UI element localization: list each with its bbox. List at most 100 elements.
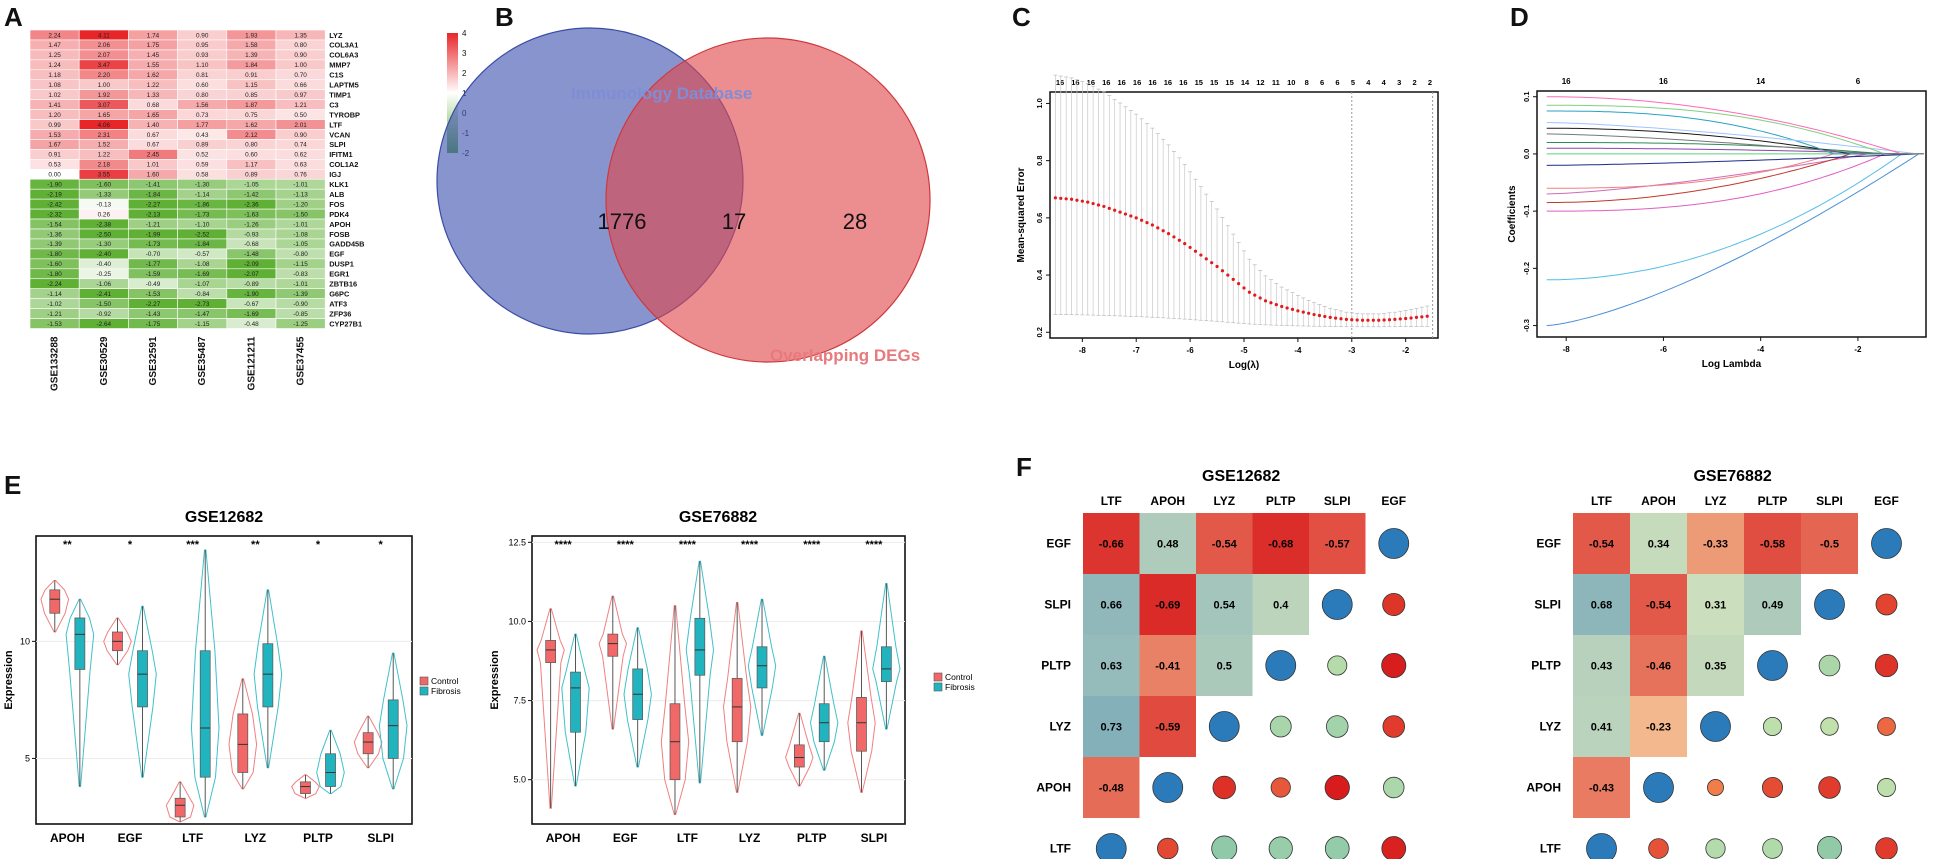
heatmap-a-value: -1.50	[293, 211, 308, 218]
e1-box-control	[174, 797, 186, 818]
heatmap-a-value: 0.93	[196, 52, 209, 59]
heatmap-a-value: -0.83	[293, 271, 308, 278]
f2-col-label: LYZ	[1705, 494, 1727, 508]
heatmap-a-value: -1.42	[244, 191, 259, 198]
heatmap-a-value: 2.31	[98, 132, 111, 139]
heatmap-a-value: 4.11	[98, 32, 110, 39]
panel-c-point	[1210, 261, 1214, 265]
panel-c-top-label: 16	[1056, 78, 1064, 87]
f2-cell-value: 0.34	[1648, 539, 1670, 551]
f1-circle	[1378, 528, 1410, 559]
e2-significance: ****	[803, 539, 821, 551]
venn-set-label-left: Immunology Database	[571, 84, 752, 103]
panel-c-top-label: 4	[1382, 78, 1387, 87]
heatmap-a-col-label: GSE30529	[99, 336, 110, 385]
heatmap-a-value: -0.49	[146, 281, 161, 288]
heatmap-a-value: 1.55	[147, 62, 160, 69]
panel-c-top-label: 15	[1210, 78, 1218, 87]
f2-cell-value: 0.35	[1705, 661, 1726, 673]
e2-category-label: EGF	[613, 831, 638, 845]
panel-c-xtick-label: -3	[1348, 346, 1356, 355]
panel-d-path	[1546, 153, 1924, 204]
heatmap-a-value: -1.05	[293, 241, 308, 248]
panel-d-ytick-label: -0.1	[1522, 205, 1531, 218]
heatmap-a-value: 1.74	[147, 32, 160, 39]
panel-c-ylabel: Mean-squared Error	[1016, 167, 1027, 262]
panel-c-cv-plot: -8 -7 -6 -5 -4 -3 -2 0.2 0.4 0.6 0.8 1.0 16 16 16 16 16 1…	[1016, 74, 1439, 371]
panel-d-path	[1546, 142, 1924, 155]
heatmap-a-value: 1.62	[147, 72, 160, 79]
heatmap-a-value: 0.67	[147, 132, 160, 139]
heatmap-a-value: 0.99	[48, 122, 61, 129]
f2-cell	[1630, 635, 1687, 696]
heatmap-a-value: -1.80	[47, 271, 62, 278]
heatmap-a-value: 0.91	[245, 72, 258, 79]
heatmap-a-value: -1.01	[293, 221, 308, 228]
f1-cell-value: 0.48	[1157, 539, 1178, 551]
e2-ytick-label: 5.0	[513, 775, 526, 785]
f2-cell	[1744, 513, 1801, 574]
heatmap-a-value: 0.50	[294, 112, 307, 119]
e2-legend-key	[933, 672, 943, 682]
heatmap-a-value: -1.47	[195, 311, 210, 318]
heatmap-a-value: -0.70	[146, 251, 161, 258]
heatmap-a-row-label: ATF3	[329, 299, 347, 308]
heatmap-a-row-label: COL6A3	[329, 51, 358, 60]
heatmap-a-value: -1.84	[195, 241, 210, 248]
heatmap-a-value: -0.68	[244, 241, 259, 248]
panel-c-point	[1123, 212, 1128, 216]
f1-cell-value: -0.66	[1099, 539, 1124, 551]
heatmap-a-value: 1.08	[48, 82, 61, 89]
heatmap-a-value: 0.80	[245, 142, 258, 149]
f2-circle	[1871, 528, 1902, 559]
panel-c-top-label: 16	[1117, 78, 1125, 87]
f1-circle	[1208, 711, 1240, 742]
heatmap-a-value: -2.42	[47, 201, 62, 208]
panel-c-point	[1107, 206, 1111, 210]
panel-c-point	[1253, 293, 1257, 297]
heatmap-a-row-label: ZBTB16	[329, 280, 357, 289]
panel-c-point	[1134, 216, 1138, 220]
e2-violin-plot: 5.0 7.5 10.0 12.5 GSE76882 APOH **** EGF **** LTF…	[489, 509, 975, 845]
heatmap-a-colorbar	[447, 33, 458, 153]
panel-c-point	[1409, 316, 1413, 320]
f2-col-label: SLPI	[1816, 494, 1843, 508]
f2-row-label: APOH	[1526, 781, 1561, 795]
heatmap-a-value: 0.58	[196, 172, 209, 179]
panel-c-top-label: 12	[1256, 78, 1264, 87]
e2-ytick-label: 7.5	[513, 696, 526, 706]
heatmap-a-value: 0.80	[196, 92, 209, 99]
panel-c-point	[1080, 199, 1084, 203]
f2-cell-value: -0.33	[1703, 539, 1728, 551]
f2-cell-value: -0.23	[1646, 722, 1671, 734]
f2-circle	[1818, 776, 1841, 799]
heatmap-a-value: 1.75	[147, 42, 160, 49]
f2-circle	[1707, 779, 1724, 796]
heatmap-a-value: 1.65	[98, 112, 111, 119]
heatmap-a-row-label: DUSP1	[329, 260, 354, 269]
f1-col-label: LYZ	[1213, 494, 1235, 508]
heatmap-a-value: -1.80	[47, 251, 62, 258]
panel-c-point	[1242, 286, 1246, 290]
f2-cell	[1744, 574, 1801, 635]
panel-d-path	[1546, 133, 1924, 155]
heatmap-a-row-label: GADD45B	[329, 240, 364, 249]
heatmap-a-value: -2.50	[97, 231, 112, 238]
heatmap-a-value: -2.73	[195, 301, 210, 308]
e2-violin-control	[660, 605, 690, 816]
panel-d-xtick-label: -4	[1757, 345, 1765, 354]
panel-c-top-label: 6	[1320, 78, 1324, 87]
f1-col-label: PLTP	[1266, 494, 1296, 508]
f1-cell	[1083, 635, 1140, 696]
heatmap-a-value: 2.20	[98, 72, 111, 79]
panel-c-point	[1102, 204, 1106, 209]
heatmap-a-value: -0.13	[97, 201, 112, 208]
e1-violin-control	[228, 678, 258, 790]
panel-c-point	[1096, 203, 1101, 207]
heatmap-a-value: 0.26	[98, 211, 111, 218]
heatmap-a-value: 0.59	[196, 162, 209, 169]
panel-c-point	[1296, 309, 1300, 313]
panel-c-point	[1086, 200, 1090, 204]
heatmap-a-value: 3.47	[98, 62, 111, 69]
f1-cell	[1309, 513, 1366, 574]
